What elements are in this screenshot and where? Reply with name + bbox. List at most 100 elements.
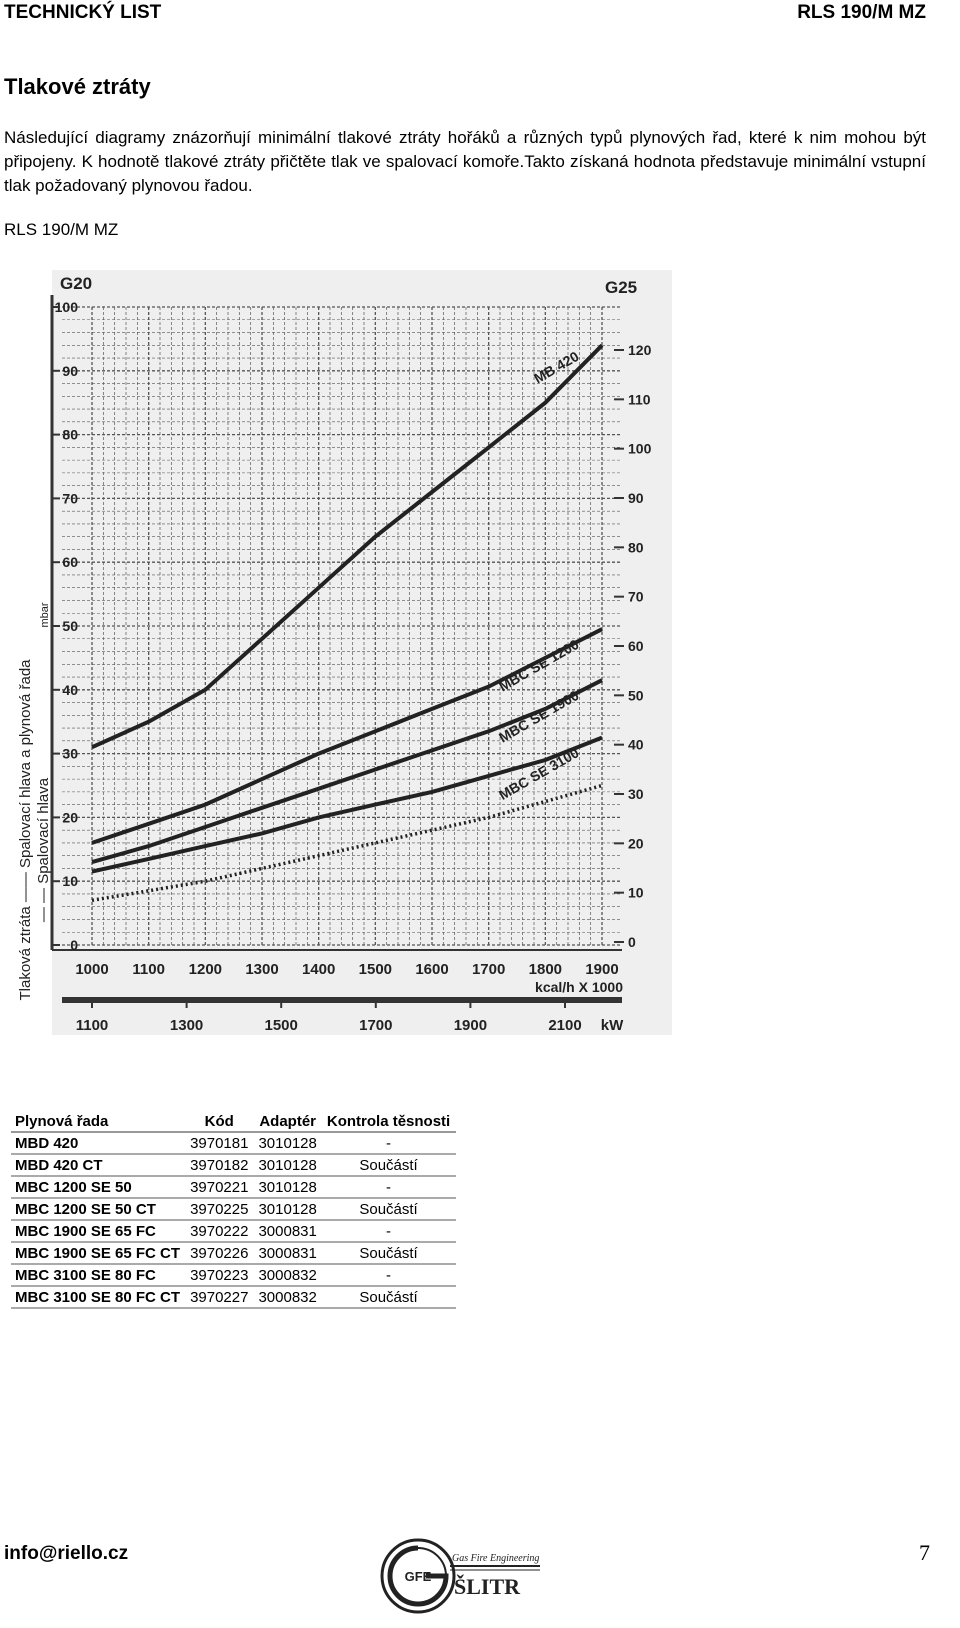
x-tick-label: 1200 [189, 961, 222, 978]
x-kw-tick-label: 1700 [359, 1017, 392, 1034]
cell-leak-check: Součástí [322, 1198, 457, 1221]
col-header-gas-train: Plynová řada [11, 1112, 187, 1133]
table-header-row: Plynová řada Kód Adaptér Kontrola těsnos… [11, 1112, 457, 1133]
x-kw-tick-label: 1300 [170, 1017, 203, 1034]
x-unit-label: kcal/h X 1000 [535, 979, 623, 995]
header-model: RLS 190/M MZ [797, 2, 926, 23]
table-row: MBC 3100 SE 80 FC CT 3970227 3000832 Sou… [11, 1286, 457, 1309]
table-row: MBC 1200 SE 50 CT 3970225 3010128 Součás… [11, 1198, 457, 1221]
y-unit-label: mbar [39, 602, 51, 627]
y-right-tick-label: 20 [628, 835, 644, 851]
cell-adapter: 3010128 [254, 1154, 323, 1177]
x-tick-label: 1000 [75, 961, 108, 978]
section-title: Tlakové ztráty [4, 74, 151, 99]
left-axis-title: G20 [60, 274, 92, 293]
y-tick-label: 60 [62, 554, 78, 570]
y-axis-label-line: Tlaková ztráta —— Spalovací hlava a plyn… [17, 659, 34, 1001]
y-tick-label: 100 [55, 299, 79, 315]
y-tick-label: 10 [62, 873, 78, 889]
logo-emblem-text: GFE [405, 1569, 432, 1584]
y-axis-label-line: — — Spalovací hlava [35, 777, 52, 922]
y-right-tick-label: 60 [628, 638, 644, 654]
y-right-tick-label: 90 [628, 490, 644, 506]
cell-code: 3970181 [186, 1132, 255, 1155]
y-right-tick-label: 10 [628, 885, 644, 901]
series-line [91, 783, 603, 903]
y-tick-label: 80 [62, 427, 78, 443]
cell-gas-train: MBD 420 CT [11, 1154, 187, 1177]
pressure-loss-chart: MB 420 MBC SE 1200 MBC SE 1900 MBC SE 3100 … [0, 270, 700, 1080]
table-row: MBD 420 CT 3970182 3010128 Součástí [11, 1154, 457, 1177]
gas-train-table: Plynová řada Kód Adaptér Kontrola těsnos… [11, 1112, 457, 1309]
header-title: TECHNICKÝ LIST [4, 2, 162, 23]
cell-adapter: 3010128 [254, 1176, 323, 1199]
table-row: MBD 420 3970181 3010128 - [11, 1132, 457, 1155]
cell-leak-check: - [322, 1220, 457, 1243]
y-right-tick-label: 50 [628, 687, 644, 703]
cell-adapter: 3000831 [254, 1220, 323, 1243]
x-tick-label: 1600 [415, 961, 448, 978]
y-right-tick-label: 70 [628, 589, 644, 605]
cell-adapter: 3000832 [254, 1264, 323, 1287]
y-right-tick-label: 120 [628, 342, 652, 358]
series-line [91, 627, 603, 845]
col-header-code: Kód [186, 1112, 255, 1133]
y-tick-label: 90 [62, 363, 78, 379]
cell-leak-check: Součástí [322, 1242, 457, 1265]
cell-gas-train: MBC 3100 SE 80 FC [11, 1264, 187, 1287]
cell-leak-check: Součástí [322, 1154, 457, 1177]
cell-adapter: 3000831 [254, 1242, 323, 1265]
x-tick-label: 1700 [472, 961, 505, 978]
cell-adapter: 3000832 [254, 1286, 323, 1309]
intro-paragraph: Následující diagramy znázorňují minimáln… [4, 128, 926, 195]
cell-gas-train: MBC 3100 SE 80 FC CT [11, 1286, 187, 1309]
y-tick-label: 30 [62, 746, 78, 762]
series-line [91, 735, 603, 874]
cell-code: 3970227 [186, 1286, 255, 1309]
chart-grid [50, 295, 622, 1003]
cell-code: 3970223 [186, 1264, 255, 1287]
cell-gas-train: MBC 1200 SE 50 CT [11, 1198, 187, 1221]
cell-code: 3970225 [186, 1198, 255, 1221]
cell-gas-train: MBC 1900 SE 65 FC [11, 1220, 187, 1243]
cell-leak-check: - [322, 1132, 457, 1155]
y-tick-label: 50 [62, 618, 78, 634]
col-header-leak-check: Kontrola těsnosti [322, 1112, 457, 1133]
y-right-tick-label: 100 [628, 441, 652, 457]
x-tick-label: 1900 [585, 961, 618, 978]
x-kw-tick-label: 2100 [548, 1017, 581, 1034]
x-tick-label: 1400 [302, 961, 335, 978]
x-kw-tick-label: 1100 [76, 1017, 109, 1034]
chart-labels: 0102030405060708090100010203040506070809… [17, 274, 652, 1034]
cell-gas-train: MBC 1200 SE 50 [11, 1176, 187, 1199]
y-right-tick-label: 110 [628, 391, 651, 407]
cell-code: 3970221 [186, 1176, 255, 1199]
cell-gas-train: MBD 420 [11, 1132, 187, 1155]
cell-leak-check: - [322, 1176, 457, 1199]
chart-background [52, 270, 672, 1035]
cell-adapter: 3010128 [254, 1132, 323, 1155]
series-line [91, 343, 604, 750]
slitr-logo: GFE Gas Fire Engineering ŠLITR [380, 1528, 550, 1628]
table-row: MBC 3100 SE 80 FC 3970223 3000832 - [11, 1264, 457, 1287]
logo-name: ŠLITR [454, 1574, 521, 1599]
x-kw-tick-label: 1500 [265, 1017, 298, 1034]
x-kw-unit-label: kW [601, 1017, 624, 1034]
cell-gas-train: MBC 1900 SE 65 FC CT [11, 1242, 187, 1265]
right-axis-title: G25 [605, 278, 637, 297]
y-tick-label: 70 [62, 490, 78, 506]
x-tick-label: 1500 [359, 961, 392, 978]
logo-tagline: Gas Fire Engineering [452, 1553, 539, 1564]
y-right-tick-label: 0 [628, 934, 636, 950]
y-tick-label: 40 [62, 682, 78, 698]
cell-adapter: 3010128 [254, 1198, 323, 1221]
cell-code: 3970222 [186, 1220, 255, 1243]
cell-leak-check: Součástí [322, 1286, 457, 1309]
col-header-adapter: Adaptér [254, 1112, 323, 1133]
y-right-tick-label: 40 [628, 737, 644, 753]
table-row: MBC 1900 SE 65 FC CT 3970226 3000831 Sou… [11, 1242, 457, 1265]
y-tick-label: 20 [62, 809, 78, 825]
x-tick-label: 1300 [245, 961, 278, 978]
page-number: 7 [919, 1540, 930, 1565]
